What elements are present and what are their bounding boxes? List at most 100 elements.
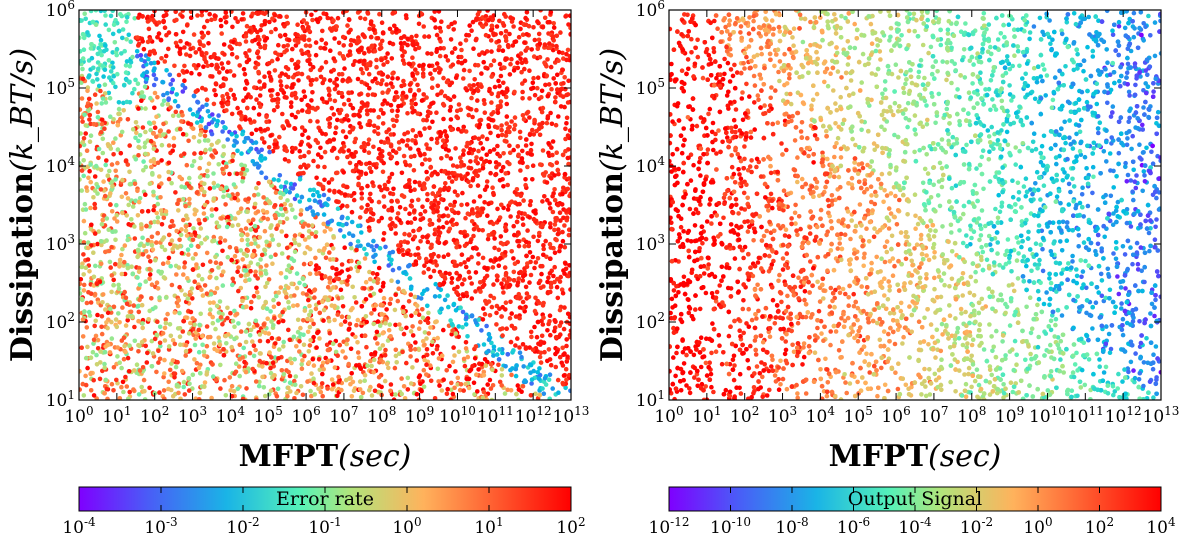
scatter-point bbox=[342, 66, 347, 71]
scatter-point bbox=[550, 193, 555, 199]
scatter-point bbox=[341, 234, 347, 239]
scatter-point bbox=[380, 111, 386, 116]
scatter-point bbox=[326, 92, 332, 98]
scatter-point bbox=[223, 333, 228, 339]
scatter-point bbox=[566, 227, 571, 232]
scatter-point bbox=[140, 235, 145, 241]
scatter-point bbox=[307, 43, 313, 49]
scatter-point bbox=[388, 132, 394, 137]
scatter-point bbox=[434, 140, 440, 146]
scatter-point bbox=[240, 166, 246, 172]
scatter-point bbox=[278, 83, 284, 88]
scatter-point bbox=[330, 246, 336, 251]
scatter-point bbox=[181, 272, 186, 277]
scatter-point bbox=[146, 120, 152, 126]
scatter-point bbox=[322, 177, 327, 183]
scatter-point bbox=[253, 318, 259, 324]
scatter-point bbox=[374, 57, 379, 63]
scatter-point bbox=[426, 331, 432, 336]
scatter-point bbox=[250, 366, 256, 372]
scatter-point bbox=[154, 280, 160, 286]
scatter-point bbox=[402, 269, 408, 275]
scatter-point bbox=[372, 388, 378, 394]
scatter-point bbox=[387, 175, 392, 181]
scatter-point bbox=[520, 89, 525, 95]
scatter-point bbox=[182, 78, 187, 83]
scatter-point bbox=[278, 206, 284, 212]
scatter-point bbox=[280, 124, 286, 129]
scatter-point bbox=[551, 273, 556, 279]
scatter-point bbox=[532, 324, 537, 330]
scatter-point bbox=[101, 179, 106, 184]
scatter-point bbox=[567, 263, 571, 268]
scatter-point bbox=[205, 168, 210, 174]
scatter-point bbox=[97, 33, 102, 39]
scatter-point bbox=[190, 372, 196, 378]
scatter-point bbox=[220, 66, 226, 71]
scatter-point bbox=[380, 121, 386, 126]
scatter-point bbox=[194, 190, 200, 195]
scatter-point bbox=[140, 325, 145, 331]
scatter-point bbox=[276, 356, 281, 361]
scatter-point bbox=[311, 321, 316, 327]
scatter-point bbox=[374, 64, 379, 70]
scatter-point bbox=[247, 333, 253, 338]
scatter-point bbox=[93, 10, 99, 13]
scatter-point bbox=[391, 397, 397, 400]
scatter-point bbox=[288, 100, 294, 105]
scatter-point bbox=[500, 164, 506, 170]
scatter-point bbox=[158, 195, 163, 200]
scatter-point bbox=[151, 207, 156, 213]
scatter-point bbox=[436, 356, 442, 361]
scatter-point bbox=[155, 94, 160, 100]
scatter-point bbox=[545, 114, 551, 119]
scatter-point bbox=[564, 377, 569, 383]
scatter-point bbox=[408, 344, 413, 349]
scatter-point bbox=[408, 292, 414, 298]
scatter-point bbox=[106, 248, 112, 254]
scatter-point bbox=[471, 227, 477, 232]
scatter-point bbox=[205, 63, 210, 69]
scatter-point bbox=[506, 284, 512, 289]
scatter-point bbox=[257, 338, 263, 344]
scatter-point bbox=[409, 34, 414, 40]
scatter-point bbox=[79, 387, 82, 392]
scatter-point bbox=[232, 324, 237, 330]
scatter-point bbox=[396, 103, 401, 109]
scatter-point bbox=[206, 41, 211, 46]
scatter-point bbox=[421, 92, 427, 97]
scatter-point bbox=[428, 71, 433, 76]
scatter-point bbox=[91, 250, 96, 255]
scatter-point bbox=[289, 112, 295, 118]
scatter-point bbox=[471, 46, 476, 51]
scatter-point bbox=[152, 336, 158, 342]
scatter-point bbox=[137, 133, 143, 138]
scatter-point bbox=[387, 301, 393, 307]
scatter-point bbox=[294, 285, 300, 291]
scatter-point bbox=[421, 367, 427, 373]
scatter-point bbox=[545, 358, 550, 364]
scatter-point bbox=[354, 322, 359, 328]
scatter-point bbox=[187, 381, 192, 387]
scatter-point bbox=[116, 100, 122, 105]
scatter-point bbox=[321, 307, 327, 313]
scatter-point bbox=[483, 13, 489, 19]
scatter-point bbox=[326, 318, 332, 324]
scatter-point bbox=[512, 122, 518, 128]
scatter-point bbox=[238, 110, 243, 115]
scatter-point bbox=[469, 313, 475, 318]
scatter-point bbox=[422, 34, 427, 39]
scatter-point bbox=[255, 34, 261, 40]
scatter-point bbox=[526, 294, 532, 300]
scatter-point bbox=[376, 70, 382, 76]
scatter-point bbox=[298, 384, 304, 389]
scatter-point bbox=[127, 181, 133, 187]
scatter-point bbox=[137, 196, 143, 201]
scatter-point bbox=[185, 296, 191, 302]
scatter-point bbox=[444, 133, 449, 138]
scatter-point bbox=[477, 168, 482, 173]
scatter-point bbox=[191, 63, 197, 68]
scatter-point bbox=[130, 90, 135, 96]
scatter-point bbox=[412, 208, 417, 213]
scatter-point bbox=[204, 343, 210, 349]
